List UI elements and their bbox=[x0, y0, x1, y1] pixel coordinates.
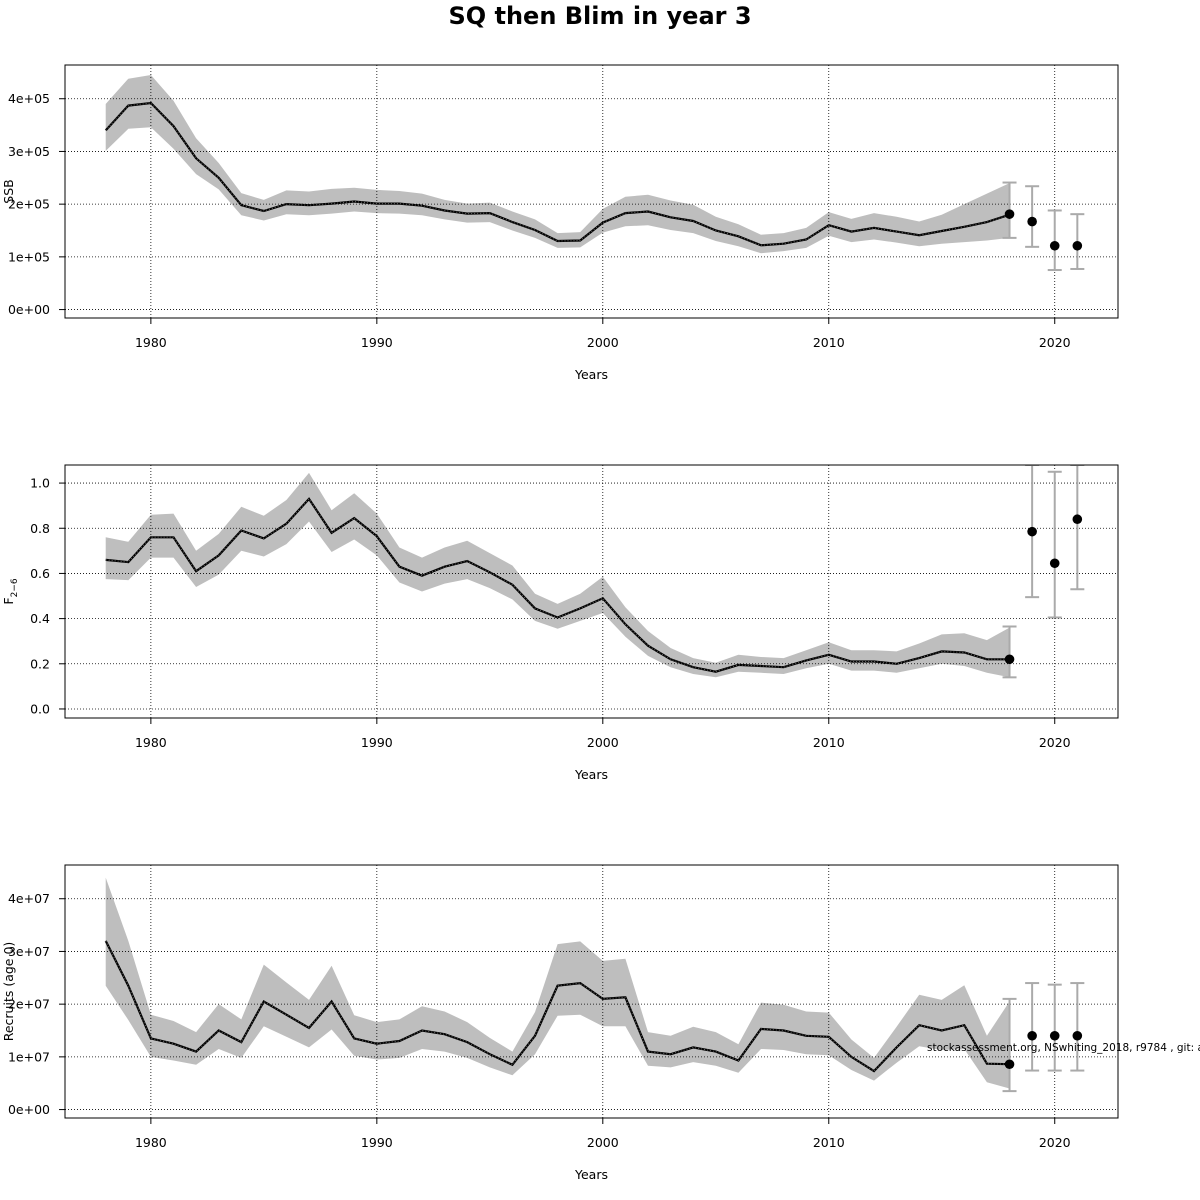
fishing-mortality-estimate-dots bbox=[105, 498, 1010, 673]
recruits-ytick-label: 4e+07 bbox=[8, 891, 50, 906]
panel-fishing-mortality: 1980 1990 2000 2010 2020 0.0 0.2 0.4 0.6 0.8 1.0 Ye… bbox=[1, 464, 1119, 782]
ssb-ytick-label: 3e+05 bbox=[8, 144, 50, 159]
chart-title: SQ then Blim in year 3 bbox=[448, 2, 752, 30]
recruits-xtick-label: 2000 bbox=[587, 1135, 619, 1150]
ssb-plot-frame bbox=[64, 64, 1119, 319]
recruits-plot-area bbox=[65, 865, 1118, 1118]
recruits-ytick-label: 3e+07 bbox=[8, 944, 50, 959]
recruits-forecast-point bbox=[1072, 1030, 1083, 1041]
recruits-forecast-point bbox=[1049, 1030, 1060, 1041]
fishing-mortality-xtick-label: 2000 bbox=[587, 735, 619, 750]
recruits-yaxis-label: Recruits (age 0) bbox=[1, 942, 16, 1042]
fishing-mortality-yaxis-label-subscript: 2−6 bbox=[10, 578, 20, 597]
fishing-mortality-ytick-label: 0.8 bbox=[30, 521, 50, 536]
ssb-estimate-line bbox=[104, 101, 1010, 247]
fishing-mortality-forecast-point bbox=[1072, 514, 1083, 525]
fishing-mortality-ytick-label: 0.0 bbox=[30, 701, 50, 716]
panel-ssb: 1980 1990 2000 2010 2020 0e+00 1e+05 2e+05 3e+05… bbox=[1, 64, 1119, 382]
ssb-forecast-point bbox=[1027, 216, 1037, 227]
fishing-mortality-ytick-label: 1.0 bbox=[30, 476, 50, 491]
ssb-yaxis-label: SSB bbox=[1, 179, 16, 203]
recruits-xtick-label: 2010 bbox=[813, 1135, 845, 1150]
recruits-xaxis-label: Years bbox=[574, 1167, 608, 1182]
ssb-xtick-label: 1980 bbox=[135, 335, 167, 350]
ssb-xaxis-label: Years bbox=[574, 367, 608, 382]
recruits-ytick-label: 2e+07 bbox=[8, 997, 50, 1012]
recruits-forecast-point bbox=[1027, 1030, 1037, 1041]
recruits-estimate-line bbox=[104, 940, 1010, 1073]
recruits-ytick-label: 0e+00 bbox=[8, 1102, 50, 1117]
fishing-mortality-xaxis-label: Years bbox=[574, 767, 608, 782]
ssb-xtick-label: 1990 bbox=[361, 335, 393, 350]
ssb-ytick-label: 1e+05 bbox=[8, 249, 50, 264]
ssb-forecast-point bbox=[1049, 240, 1060, 251]
ssb-forecast-point bbox=[1004, 209, 1015, 219]
fishing-mortality-ytick-label: 0.4 bbox=[30, 611, 50, 626]
fishing-mortality-plot-area bbox=[65, 465, 1118, 718]
ssb-ytick-label: 0e+00 bbox=[8, 302, 50, 317]
watermark-label: stockassessment.org, NSwhiting_2018, r97… bbox=[927, 1042, 1200, 1054]
ssb-xtick-label: 2010 bbox=[813, 335, 845, 350]
fishing-mortality-xtick-label: 2020 bbox=[1039, 735, 1071, 750]
recruits-ytick-label: 1e+07 bbox=[8, 1049, 50, 1064]
recruits-xtick-label: 1990 bbox=[361, 1135, 393, 1150]
fishing-mortality-yaxis-label: F2−6 bbox=[1, 578, 20, 604]
ssb-forecast-point bbox=[1072, 240, 1083, 251]
ssb-confidence-band bbox=[105, 75, 1010, 254]
recruits-confidence-band bbox=[105, 877, 1010, 1089]
fishing-mortality-ytick-label: 0.2 bbox=[30, 656, 50, 671]
panel-recruits: 1980 1990 2000 2010 2020 0e+00 1e+07 2e+07 3e+07… bbox=[1, 864, 1119, 1182]
fishing-mortality-xtick-label: 1980 bbox=[135, 735, 167, 750]
ssb-xtick-label: 2000 bbox=[587, 335, 619, 350]
recruits-forecast-point bbox=[1004, 1059, 1015, 1070]
recruits-plot-frame bbox=[64, 864, 1119, 1119]
fishing-mortality-confidence-band bbox=[105, 472, 1010, 678]
fishing-mortality-plot-frame bbox=[64, 464, 1119, 719]
fishing-mortality-forecast-point bbox=[1049, 558, 1060, 569]
fishing-mortality-forecast-point bbox=[1004, 654, 1015, 665]
recruits-xtick-label: 2020 bbox=[1039, 1135, 1071, 1150]
recruits-xtick-label: 1980 bbox=[135, 1135, 167, 1150]
ssb-plot-area bbox=[65, 65, 1118, 318]
ssb-ytick-label: 2e+05 bbox=[8, 197, 50, 212]
ssb-xtick-label: 2020 bbox=[1039, 335, 1071, 350]
fishing-mortality-xtick-label: 2010 bbox=[813, 735, 845, 750]
fishing-mortality-xtick-label: 1990 bbox=[361, 735, 393, 750]
fishing-mortality-forecast-point bbox=[1027, 526, 1037, 537]
fishing-mortality-ytick-label: 0.6 bbox=[30, 566, 50, 581]
ssb-ytick-label: 4e+05 bbox=[8, 91, 50, 106]
